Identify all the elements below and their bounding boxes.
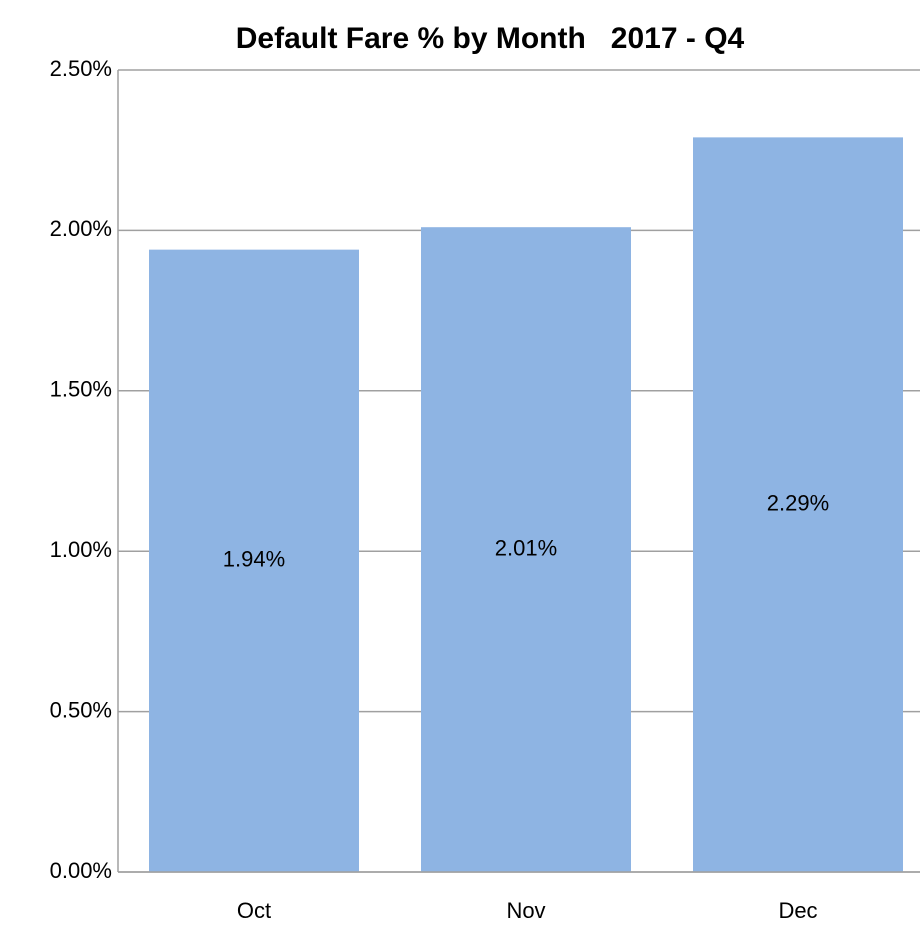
y-tick-label: 2.00% xyxy=(50,216,112,241)
bar xyxy=(421,227,631,872)
x-tick-label: Oct xyxy=(237,898,271,923)
bar xyxy=(149,249,359,872)
x-tick-label: Dec xyxy=(778,898,817,923)
data-label: 2.01% xyxy=(495,535,557,560)
y-tick-label: 1.00% xyxy=(50,537,112,562)
y-tick-label: 0.50% xyxy=(50,697,112,722)
data-label: 2.29% xyxy=(767,490,829,515)
y-tick-label: 1.50% xyxy=(50,377,112,402)
y-tick-label: 2.50% xyxy=(50,56,112,81)
y-tick-label: 0.00% xyxy=(50,858,112,883)
bar xyxy=(693,137,903,873)
x-tick-label: Nov xyxy=(506,898,545,923)
data-label: 1.94% xyxy=(223,547,285,572)
chart-title: Default Fare % by Month 2017 - Q4 xyxy=(236,22,745,55)
